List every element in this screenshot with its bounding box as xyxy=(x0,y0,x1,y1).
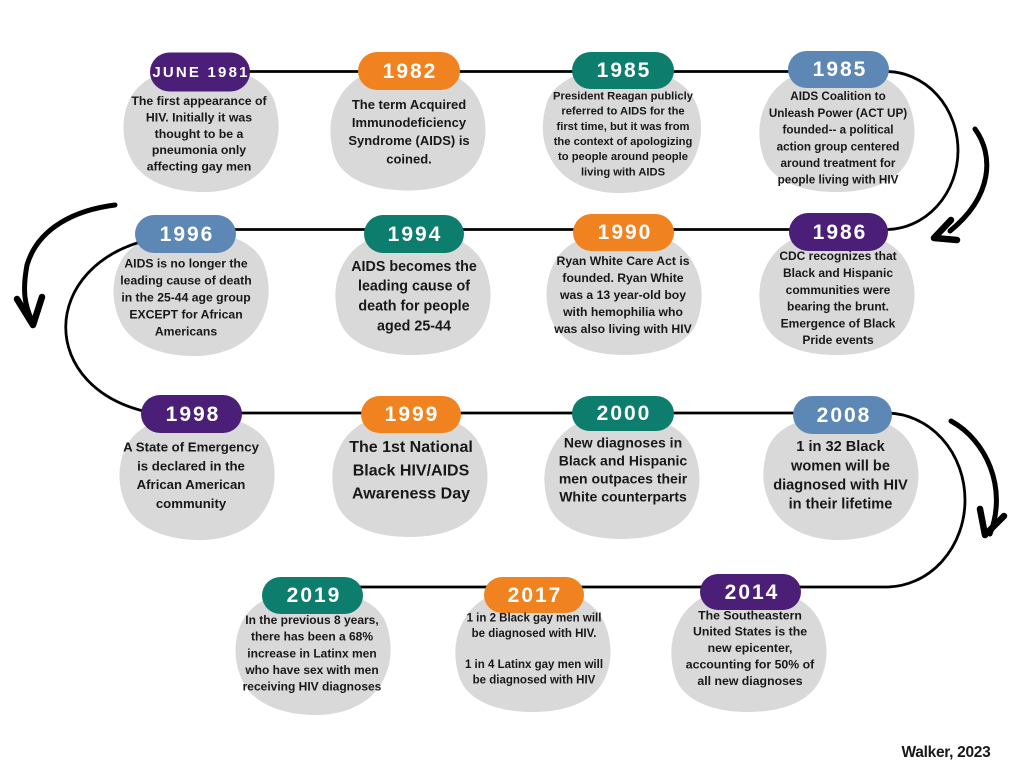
svg-text:leading cause of: leading cause of xyxy=(358,279,470,295)
svg-text:to people around people: to people around people xyxy=(558,151,688,163)
svg-text:The first appearance of: The first appearance of xyxy=(131,94,267,108)
svg-text:President Reagan publicly: President Reagan publicly xyxy=(553,90,694,102)
svg-text:diagnosed with HIV: diagnosed with HIV xyxy=(773,477,908,493)
svg-text:death for people: death for people xyxy=(358,299,469,315)
svg-text:Black and Hispanic: Black and Hispanic xyxy=(559,453,688,469)
svg-text:2017: 2017 xyxy=(508,584,563,607)
svg-text:founded. Ryan White: founded. Ryan White xyxy=(562,271,683,285)
svg-text:first time, but it was from: first time, but it was from xyxy=(556,121,689,133)
svg-text:1985: 1985 xyxy=(597,59,652,82)
svg-text:action group centered: action group centered xyxy=(777,140,900,153)
svg-text:1986: 1986 xyxy=(813,221,868,244)
svg-text:1996: 1996 xyxy=(160,223,215,246)
svg-text:United States is the: United States is the xyxy=(693,625,807,639)
svg-text:CDC recognizes that: CDC recognizes that xyxy=(779,249,896,263)
svg-text:Black HIV/AIDS: Black HIV/AIDS xyxy=(353,462,470,479)
svg-text:aged 25-44: aged 25-44 xyxy=(377,319,451,335)
svg-text:2019: 2019 xyxy=(287,584,342,607)
svg-text:thought to be a: thought to be a xyxy=(155,127,244,141)
svg-text:Black and Hispanic: Black and Hispanic xyxy=(783,266,893,280)
svg-text:coined.: coined. xyxy=(386,151,432,166)
svg-text:In the previous 8 years,: In the previous 8 years, xyxy=(245,613,378,627)
svg-text:bearing the brunt.: bearing the brunt. xyxy=(787,300,889,314)
svg-text:White counterparts: White counterparts xyxy=(559,489,687,505)
svg-text:with hemophilia who: with hemophilia who xyxy=(562,305,683,319)
svg-text:Pride events: Pride events xyxy=(802,333,874,347)
svg-text:JUNE 1981: JUNE 1981 xyxy=(152,64,249,81)
svg-text:referred to AIDS for the: referred to AIDS for the xyxy=(561,106,684,118)
svg-text:African American: African American xyxy=(137,477,246,492)
svg-text:The 1st National: The 1st National xyxy=(349,439,473,456)
svg-text:The Southeastern: The Southeastern xyxy=(698,608,802,622)
svg-text:is declared in the: is declared in the xyxy=(137,458,245,473)
svg-text:was also living with HIV: was also living with HIV xyxy=(553,322,692,336)
svg-text:was a 13 year-old boy: was a 13 year-old boy xyxy=(559,288,686,302)
svg-text:1990: 1990 xyxy=(598,221,653,244)
svg-text:AIDS becomes the: AIDS becomes the xyxy=(351,259,477,275)
svg-text:1 in 4 Latinx gay men will: 1 in 4 Latinx gay men will xyxy=(465,659,603,671)
svg-text:Immunodeficiency: Immunodeficiency xyxy=(352,115,467,130)
svg-text:pneumonia only: pneumonia only xyxy=(152,143,246,157)
svg-text:people living with HIV: people living with HIV xyxy=(778,174,899,187)
svg-text:accounting for 50% of: accounting for 50% of xyxy=(686,658,815,672)
svg-text:1 in 32 Black: 1 in 32 Black xyxy=(796,439,885,455)
svg-text:all new diagnoses: all new diagnoses xyxy=(697,674,802,688)
svg-text:Ryan White Care Act is: Ryan White Care Act is xyxy=(557,254,690,268)
svg-text:increase in Latinx men: increase in Latinx men xyxy=(247,646,376,660)
svg-text:A State of Emergency: A State of Emergency xyxy=(123,440,259,455)
svg-text:1985: 1985 xyxy=(813,58,868,81)
svg-text:communities were: communities were xyxy=(786,283,891,297)
svg-text:New diagnoses in: New diagnoses in xyxy=(564,435,682,451)
svg-text:around treatment for: around treatment for xyxy=(781,157,896,170)
svg-text:affecting gay men: affecting gay men xyxy=(147,160,252,174)
svg-text:women will be: women will be xyxy=(790,458,890,474)
svg-text:founded-- a political: founded-- a political xyxy=(782,124,893,137)
svg-text:2008: 2008 xyxy=(817,404,872,427)
svg-text:Emergence of Black: Emergence of Black xyxy=(781,316,896,330)
svg-text:1999: 1999 xyxy=(385,403,440,426)
svg-text:Americans: Americans xyxy=(155,325,218,339)
svg-text:Walker, 2023: Walker, 2023 xyxy=(902,744,992,761)
svg-text:in their lifetime: in their lifetime xyxy=(789,497,893,513)
svg-text:The term Acquired: The term Acquired xyxy=(352,97,466,112)
svg-text:there has been a 68%: there has been a 68% xyxy=(251,630,373,644)
svg-text:1982: 1982 xyxy=(383,60,438,83)
svg-text:AIDS Coalition to: AIDS Coalition to xyxy=(790,90,885,103)
svg-text:community: community xyxy=(156,496,227,511)
svg-text:in the 25-44 age group: in the 25-44 age group xyxy=(121,291,250,305)
svg-text:be diagnosed with HIV.: be diagnosed with HIV. xyxy=(472,628,597,640)
svg-text:be diagnosed with HIV: be diagnosed with HIV xyxy=(473,674,596,686)
svg-text:new epicenter,: new epicenter, xyxy=(708,641,793,655)
svg-text:1994: 1994 xyxy=(388,223,443,246)
svg-text:receiving HIV diagnoses: receiving HIV diagnoses xyxy=(243,680,382,694)
svg-text:2000: 2000 xyxy=(597,402,652,425)
svg-text:the context of apologizing: the context of apologizing xyxy=(554,136,693,148)
svg-text:1 in 2 Black gay men will: 1 in 2 Black gay men will xyxy=(467,612,602,624)
svg-text:1998: 1998 xyxy=(166,403,221,426)
svg-text:Unleash Power (ACT UP): Unleash Power (ACT UP) xyxy=(769,107,907,120)
svg-text:who have sex with men: who have sex with men xyxy=(244,663,378,677)
svg-text:EXCEPT for African: EXCEPT for African xyxy=(129,308,242,322)
svg-text:AIDS is no longer the: AIDS is no longer the xyxy=(124,257,247,271)
svg-text:living with AIDS: living with AIDS xyxy=(581,166,666,178)
svg-text:Awareness Day: Awareness Day xyxy=(352,486,470,503)
svg-text:2014: 2014 xyxy=(725,581,780,604)
svg-text:leading cause of death: leading cause of death xyxy=(120,274,251,288)
svg-text:HIV. Initially it was: HIV. Initially it was xyxy=(146,110,252,124)
svg-text:men outpaces their: men outpaces their xyxy=(559,471,688,487)
svg-text:Syndrome (AIDS) is: Syndrome (AIDS) is xyxy=(348,133,469,148)
